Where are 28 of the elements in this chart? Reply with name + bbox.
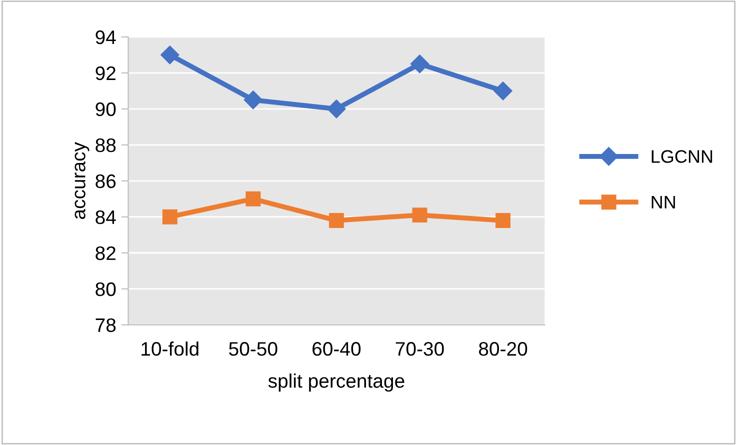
- y-tick-label: 94: [96, 30, 116, 44]
- legend-label: NN: [652, 196, 675, 208]
- y-axis-title: accuracy: [74, 142, 90, 219]
- point: [246, 191, 261, 206]
- point: [410, 54, 430, 74]
- point: [162, 209, 178, 224]
- point: [328, 213, 344, 228]
- y-tick-label: 88: [96, 138, 116, 152]
- x-tick-label: 70-30: [396, 342, 444, 356]
- point: [160, 46, 180, 64]
- y-tick-label: 92: [96, 66, 116, 80]
- y-tick-label: 86: [96, 174, 116, 188]
- point: [412, 208, 428, 223]
- x-tick-label: 60-40: [312, 342, 361, 356]
- y-tick-label: 90: [96, 102, 116, 116]
- legend-label: LGCNN: [652, 150, 712, 163]
- y-tick-label: 82: [96, 246, 116, 260]
- y-tick-label: 84: [96, 210, 116, 224]
- point: [494, 82, 512, 100]
- x-tick-label: 10-fold: [142, 342, 198, 356]
- x-tick-label: 80-20: [478, 342, 528, 356]
- point: [327, 100, 346, 118]
- y-tick-label: 78: [96, 318, 116, 332]
- point: [496, 213, 510, 228]
- x-axis-title: split percentage: [268, 374, 404, 392]
- y-tick-label: 80: [96, 282, 116, 296]
- x-tick-label: 50-50: [229, 342, 278, 356]
- point: [244, 90, 263, 110]
